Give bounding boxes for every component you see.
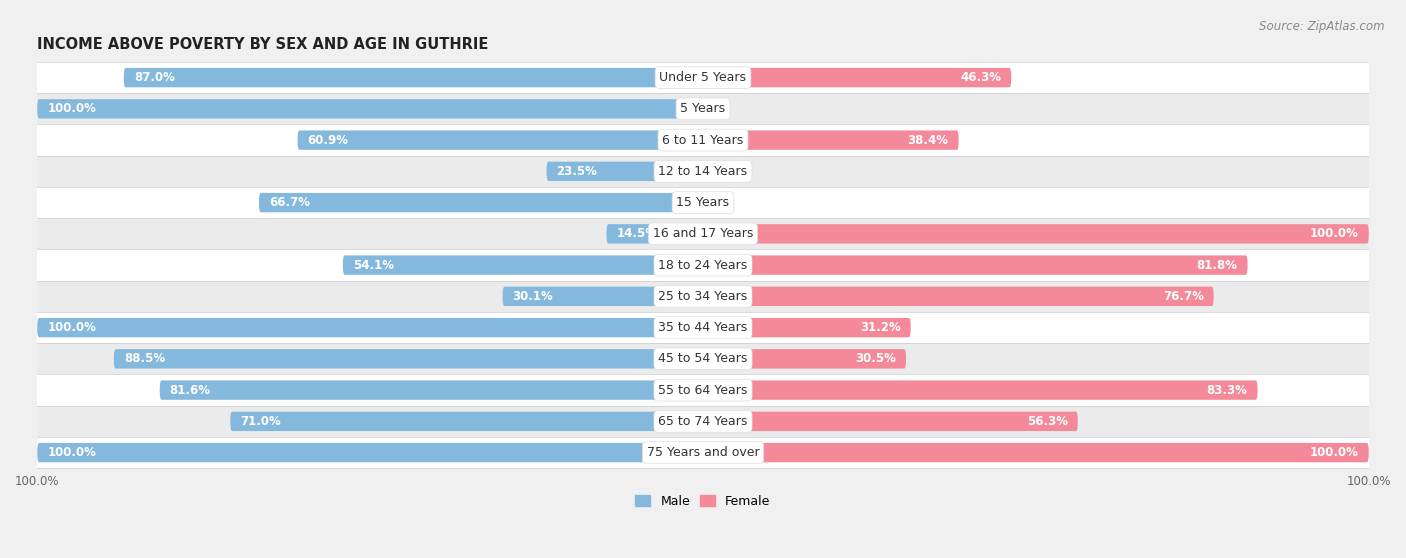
FancyBboxPatch shape — [37, 406, 1369, 437]
FancyBboxPatch shape — [703, 318, 911, 337]
Text: 100.0%: 100.0% — [1310, 227, 1358, 240]
FancyBboxPatch shape — [298, 131, 703, 150]
Text: Under 5 Years: Under 5 Years — [659, 71, 747, 84]
Text: 16 and 17 Years: 16 and 17 Years — [652, 227, 754, 240]
Text: 6 to 11 Years: 6 to 11 Years — [662, 133, 744, 147]
FancyBboxPatch shape — [37, 99, 703, 118]
FancyBboxPatch shape — [547, 162, 703, 181]
FancyBboxPatch shape — [37, 281, 1369, 312]
Text: 100.0%: 100.0% — [1310, 446, 1358, 459]
Text: 14.5%: 14.5% — [616, 227, 658, 240]
Text: 55 to 64 Years: 55 to 64 Years — [658, 383, 748, 397]
FancyBboxPatch shape — [502, 287, 703, 306]
FancyBboxPatch shape — [703, 287, 1213, 306]
Text: 30.5%: 30.5% — [855, 352, 896, 365]
Text: 45 to 54 Years: 45 to 54 Years — [658, 352, 748, 365]
FancyBboxPatch shape — [37, 249, 1369, 281]
FancyBboxPatch shape — [114, 349, 703, 368]
Text: 60.9%: 60.9% — [308, 133, 349, 147]
Text: 71.0%: 71.0% — [240, 415, 281, 428]
Text: 31.2%: 31.2% — [860, 321, 901, 334]
FancyBboxPatch shape — [37, 312, 1369, 343]
Text: 76.7%: 76.7% — [1163, 290, 1204, 303]
FancyBboxPatch shape — [703, 131, 959, 150]
FancyBboxPatch shape — [37, 187, 1369, 218]
Text: 81.6%: 81.6% — [170, 383, 211, 397]
Text: 35 to 44 Years: 35 to 44 Years — [658, 321, 748, 334]
Text: 23.5%: 23.5% — [557, 165, 598, 178]
Text: 75 Years and over: 75 Years and over — [647, 446, 759, 459]
Text: 15 Years: 15 Years — [676, 196, 730, 209]
FancyBboxPatch shape — [703, 68, 1011, 87]
FancyBboxPatch shape — [231, 412, 703, 431]
Text: 100.0%: 100.0% — [48, 446, 96, 459]
Text: 83.3%: 83.3% — [1206, 383, 1247, 397]
Text: 81.8%: 81.8% — [1197, 258, 1237, 272]
FancyBboxPatch shape — [703, 443, 1369, 462]
Text: 5 Years: 5 Years — [681, 102, 725, 116]
FancyBboxPatch shape — [37, 93, 1369, 124]
Text: 25 to 34 Years: 25 to 34 Years — [658, 290, 748, 303]
Text: 66.7%: 66.7% — [269, 196, 309, 209]
FancyBboxPatch shape — [37, 437, 1369, 468]
Text: 100.0%: 100.0% — [48, 321, 96, 334]
FancyBboxPatch shape — [343, 256, 703, 275]
FancyBboxPatch shape — [703, 224, 1369, 243]
FancyBboxPatch shape — [703, 412, 1078, 431]
Text: 56.3%: 56.3% — [1026, 415, 1067, 428]
Text: 87.0%: 87.0% — [134, 71, 174, 84]
FancyBboxPatch shape — [37, 343, 1369, 374]
FancyBboxPatch shape — [37, 318, 703, 337]
Text: 54.1%: 54.1% — [353, 258, 394, 272]
FancyBboxPatch shape — [259, 193, 703, 212]
FancyBboxPatch shape — [160, 381, 703, 400]
FancyBboxPatch shape — [37, 218, 1369, 249]
FancyBboxPatch shape — [37, 124, 1369, 156]
FancyBboxPatch shape — [37, 62, 1369, 93]
Text: 30.1%: 30.1% — [513, 290, 554, 303]
Text: 65 to 74 Years: 65 to 74 Years — [658, 415, 748, 428]
Text: 18 to 24 Years: 18 to 24 Years — [658, 258, 748, 272]
Text: 12 to 14 Years: 12 to 14 Years — [658, 165, 748, 178]
FancyBboxPatch shape — [37, 443, 703, 462]
FancyBboxPatch shape — [703, 256, 1247, 275]
FancyBboxPatch shape — [703, 381, 1257, 400]
FancyBboxPatch shape — [37, 374, 1369, 406]
Text: INCOME ABOVE POVERTY BY SEX AND AGE IN GUTHRIE: INCOME ABOVE POVERTY BY SEX AND AGE IN G… — [37, 37, 489, 52]
FancyBboxPatch shape — [606, 224, 703, 243]
FancyBboxPatch shape — [37, 156, 1369, 187]
Text: Source: ZipAtlas.com: Source: ZipAtlas.com — [1260, 20, 1385, 32]
FancyBboxPatch shape — [124, 68, 703, 87]
Text: 46.3%: 46.3% — [960, 71, 1001, 84]
Text: 100.0%: 100.0% — [48, 102, 96, 116]
Text: 88.5%: 88.5% — [124, 352, 165, 365]
FancyBboxPatch shape — [703, 349, 905, 368]
Legend: Male, Female: Male, Female — [630, 490, 776, 513]
Text: 38.4%: 38.4% — [908, 133, 949, 147]
